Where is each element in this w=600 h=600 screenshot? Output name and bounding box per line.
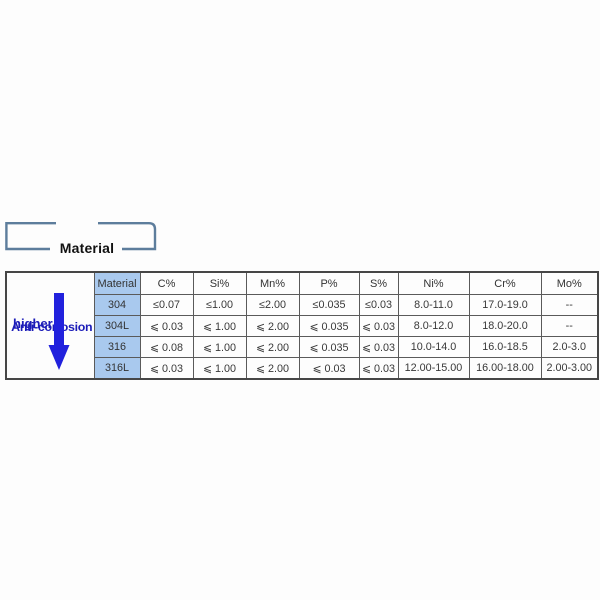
column-header-mn: Mn% [245,271,300,295]
spec-cell: ⩽ 0.035 [298,336,360,358]
spec-cell: ⩽ 0.035 [298,315,360,337]
column-header-s: S% [358,271,399,295]
material-cell: 304L [93,315,141,337]
down-arrow-icon [48,293,70,370]
spec-cell: 2.0-3.0 [540,336,599,358]
spec-cell: 2.00-3.00 [540,357,599,380]
spec-cell: ⩽ 2.00 [245,357,300,380]
anti-corrosion-panel: Anti-corrosion higher [5,271,95,380]
spec-cell: ⩽ 0.03 [139,357,194,380]
bracket-icon [5,222,157,251]
spec-cell: 8.0-11.0 [397,294,470,316]
spec-cell: ≤0.03 [358,294,399,316]
anti-corrosion-label: Anti-corrosion [11,319,93,334]
spec-cell: ⩽ 0.03 [298,357,360,380]
column-header-ni: Ni% [397,271,470,295]
spec-cell: 8.0-12.0 [397,315,470,337]
spec-cell: ≤0.07 [139,294,194,316]
header-row: Anti-corrosion higher Material C% Si% Mn… [5,271,599,380]
spec-cell: 18.0-20.0 [468,315,542,337]
spec-cell: 16.0-18.5 [468,336,542,358]
spec-cell: ⩽ 0.03 [139,315,194,337]
spec-cell: 17.0-19.0 [468,294,542,316]
row-316l: 316L ⩽ 0.03 ⩽ 1.00 ⩽ 2.00 ⩽ 0.03 ⩽ 0.03 … [6,357,599,380]
column-header-mo: Mo% [540,271,599,295]
spec-cell: ⩽ 1.00 [192,315,247,337]
row-316: 316 ⩽ 0.08 ⩽ 1.00 ⩽ 2.00 ⩽ 0.035 ⩽ 0.03 … [6,336,599,358]
spec-cell: 12.00-15.00 [397,357,470,380]
spec-cell: ≤2.00 [245,294,300,316]
spec-cell: -- [540,294,599,316]
spec-cell: ⩽ 0.03 [358,336,399,358]
spec-cell: -- [540,315,599,337]
material-cell: 304 [93,294,141,316]
spec-cell: ⩽ 1.00 [192,357,247,380]
material-cell: 316L [93,357,141,380]
row-304l: 304L ⩽ 0.03 ⩽ 1.00 ⩽ 2.00 ⩽ 0.035 ⩽ 0.03… [6,315,599,337]
higher-label: higher [13,316,53,331]
column-header-material: Material [93,271,141,295]
material-spec-table: Anti-corrosion higher Material C% Si% Mn… [5,271,599,380]
spec-cell: ⩽ 2.00 [245,336,300,358]
material-callout-label: Material [59,240,115,256]
spec-cell: ≤1.00 [192,294,247,316]
material-callout: Material [3,219,173,261]
spec-cell: ⩽ 2.00 [245,315,300,337]
spec-cell: 10.0-14.0 [397,336,470,358]
spec-cell: ⩽ 0.03 [358,315,399,337]
row-304: 304 ≤0.07 ≤1.00 ≤2.00 ≤0.035 ≤0.03 8.0-1… [6,294,599,316]
spec-cell: ≤0.035 [298,294,360,316]
column-header-si: Si% [192,271,247,295]
spec-cell: ⩽ 0.08 [139,336,194,358]
spec-cell: 16.00-18.00 [468,357,542,380]
material-cell: 316 [93,336,141,358]
column-header-cr: Cr% [468,271,542,295]
spec-cell: ⩽ 1.00 [192,336,247,358]
column-header-p: P% [298,271,360,295]
column-header-c: C% [139,271,194,295]
spec-cell: ⩽ 0.03 [358,357,399,380]
